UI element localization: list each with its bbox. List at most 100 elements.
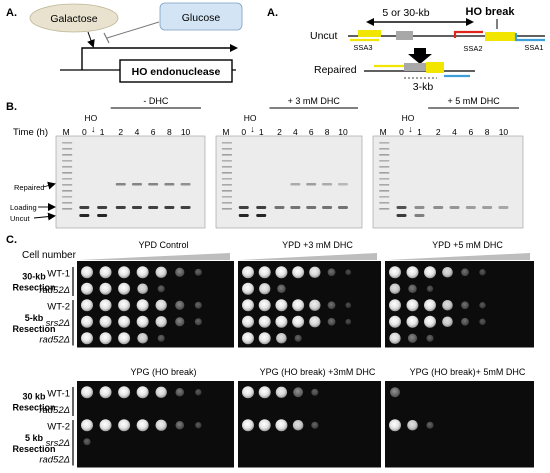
lane-label-marker: M	[63, 127, 70, 137]
lane-label: 0	[241, 127, 246, 137]
colony-spot	[311, 421, 319, 429]
lane-label: 10	[338, 127, 348, 137]
loading-band	[498, 206, 509, 209]
uncut-band	[256, 214, 267, 217]
colony-spot	[442, 299, 453, 311]
colony-spot	[426, 285, 434, 292]
resection-group-label: 30 kb	[22, 392, 46, 402]
loading-band	[414, 206, 425, 209]
ho-arrow: ↓	[250, 124, 255, 134]
bottom-plate-title: YPG (HO break)+ 5mM DHC	[410, 367, 526, 377]
colony-spot	[258, 419, 271, 432]
colony-spot	[389, 315, 401, 328]
marker-band	[62, 208, 73, 210]
colony-spot	[242, 282, 254, 295]
colony-spot	[311, 388, 319, 396]
colony-spot	[258, 266, 271, 279]
colony-spot	[259, 283, 271, 295]
repaired-band	[180, 183, 191, 186]
marker-band	[62, 160, 73, 162]
loading-band	[322, 206, 333, 209]
activation-arrow	[87, 31, 95, 48]
strain-row-label: WT-1	[47, 388, 70, 399]
ssa2-box	[485, 32, 515, 41]
marker-band	[221, 184, 232, 186]
colony-spot	[407, 333, 418, 343]
lane-label: 1	[100, 127, 105, 137]
loading-band	[465, 206, 476, 209]
loading-band	[306, 206, 317, 209]
lane-label: 2	[436, 127, 441, 137]
resection-group-label: 5-kb	[25, 313, 44, 323]
lane-label: 6	[309, 127, 314, 137]
repaired-band	[164, 183, 175, 186]
loading-band	[256, 206, 267, 209]
lane-label: 0	[82, 127, 87, 137]
gel-image	[55, 135, 206, 229]
repaired-label: Repaired	[314, 64, 357, 76]
colony-spot	[242, 419, 254, 432]
colony-spot	[81, 332, 93, 345]
colony-spot	[137, 332, 148, 344]
marker-band	[379, 190, 390, 192]
strain-row-label: srs2Δ	[46, 438, 70, 449]
marker-band	[221, 208, 232, 210]
colony-spot	[118, 299, 131, 312]
colony-spot	[81, 419, 93, 432]
colony-spot	[292, 266, 305, 279]
repaired-size-label: 3-kb	[413, 81, 434, 93]
colony-spot	[327, 301, 336, 310]
colony-spot	[136, 315, 149, 328]
colony-spot	[175, 300, 185, 310]
colony-spot	[345, 318, 352, 325]
glucose-box	[159, 2, 243, 31]
repaired-gray-box	[404, 63, 426, 71]
colony-spot	[81, 315, 93, 328]
panel-c: C. Cell number YPD Control YPD +3 mM DHC Y…	[6, 234, 534, 468]
strain-row-label: WT-2	[47, 301, 70, 312]
colony-spot	[118, 332, 131, 345]
galactose-ellipse	[29, 3, 119, 33]
group-title: + 5 mM DHC	[447, 96, 500, 106]
strain-row-label: WT-1	[47, 268, 70, 279]
repaired-yellow-box	[426, 62, 444, 73]
colony-spot	[389, 266, 401, 279]
marker-band	[62, 166, 73, 168]
lane-label: 8	[325, 127, 330, 137]
colony-spot	[118, 282, 131, 295]
lane-label: 4	[135, 127, 140, 137]
colony-spot	[389, 299, 401, 312]
loading-band	[115, 206, 126, 209]
loading-band	[238, 206, 249, 209]
uncut-band-pointer	[33, 212, 56, 221]
loading-band	[97, 206, 108, 209]
spot-plates: YPD Control YPD +3 mM DHC YPD +5 mM DHC 30-…	[12, 240, 534, 468]
gel-group: M HO↓ 0 1 2 4 6 8 10 + 3 mM DHC	[215, 96, 363, 229]
marker-band	[379, 178, 390, 180]
panel-a: A. Galactose Glucose HO endonuclease A. …	[6, 2, 545, 93]
resection-group-label: Resection	[12, 283, 55, 293]
lane-label: 6	[151, 127, 156, 137]
colony-spot	[408, 284, 417, 293]
colony-spot	[406, 299, 419, 312]
colony-spot	[390, 387, 400, 398]
ssa1-label: SSA1	[524, 43, 543, 52]
colony-spot	[292, 299, 305, 312]
uncut-band-label: Uncut	[10, 214, 31, 223]
colony-spot	[389, 332, 401, 344]
lane-label: 8	[485, 127, 490, 137]
colony-spot	[99, 332, 112, 345]
glucose-label: Glucose	[182, 12, 221, 24]
repaired-band	[290, 183, 301, 186]
colony-spot	[118, 386, 131, 399]
marker-band	[379, 154, 390, 156]
colony-spot	[309, 299, 321, 311]
marker-band	[62, 154, 73, 156]
colony-spot	[155, 386, 167, 398]
loading-band-label: Loading	[10, 203, 37, 212]
bottom-plate-title: YPG (HO break) +3mM DHC	[260, 367, 376, 377]
strain-row-label: rad52Δ	[39, 285, 70, 296]
colony-spot	[136, 386, 149, 399]
marker-band	[221, 148, 232, 150]
